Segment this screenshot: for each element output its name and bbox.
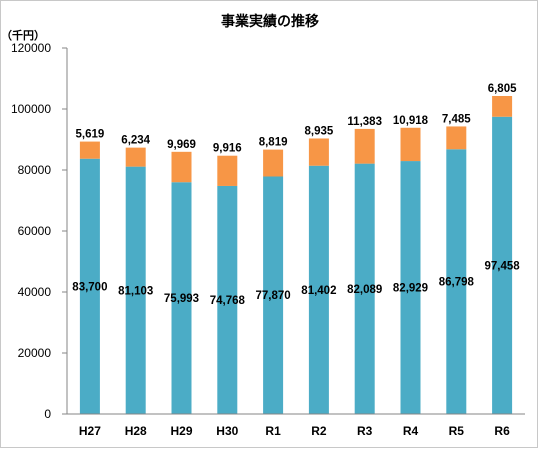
data-label-top: 10,918: [393, 115, 429, 127]
x-tick-label: H29: [170, 424, 192, 438]
x-tick-label: H27: [79, 424, 101, 438]
data-label-top: 7,485: [442, 113, 471, 125]
data-label-base: 81,103: [118, 285, 153, 297]
data-label-base: 74,768: [210, 295, 246, 307]
bar-segment-base: [79, 158, 100, 414]
bar-segment-base: [171, 182, 192, 414]
bar-segment-base: [308, 165, 329, 414]
data-label-top: 8,819: [259, 137, 288, 149]
bar-segment-base: [217, 185, 238, 414]
chart-title: 事業実績の推移: [221, 13, 319, 30]
bar-segment-top: [79, 141, 100, 159]
bar-segment-base: [446, 149, 467, 414]
bar-segment-top: [217, 155, 238, 186]
data-label-top: 8,935: [305, 125, 334, 137]
bar-segment-top: [492, 95, 513, 117]
x-tick-label: R4: [403, 424, 419, 438]
data-label-base: 77,870: [256, 290, 291, 302]
bar-segment-top: [125, 147, 146, 167]
data-label-top: 6,234: [121, 135, 150, 147]
y-tick-label: 60000: [18, 224, 52, 238]
x-tick-label: R6: [494, 424, 510, 438]
bar-segment-base: [492, 116, 513, 414]
y-axis: 0 20000 40000 60000 80000 100000 120000: [11, 41, 68, 421]
x-tick-label: R2: [311, 424, 327, 438]
bar-segment-top: [446, 126, 467, 150]
x-tick-label: R3: [357, 424, 373, 438]
bar-segment-base: [125, 166, 146, 414]
data-label-base: 75,993: [164, 293, 199, 305]
data-label-base: 82,089: [347, 284, 382, 296]
y-tick-label: 40000: [18, 285, 52, 299]
y-tick-label: 120000: [11, 41, 51, 55]
data-label-base: 83,700: [72, 281, 107, 293]
bars: [79, 95, 513, 414]
y-tick-label: 80000: [18, 163, 52, 177]
data-label-top: 5,619: [76, 129, 105, 141]
bar-segment-base: [263, 176, 284, 414]
bar-segment-top: [354, 128, 375, 164]
bar-segment-top: [171, 151, 192, 183]
y-tick-label: 20000: [18, 346, 52, 360]
data-label-base: 82,929: [393, 283, 428, 295]
data-label-top: 11,383: [347, 116, 382, 128]
data-label-base: 97,458: [485, 260, 521, 272]
x-tick-label: H30: [216, 424, 238, 438]
x-tick-label: R1: [265, 424, 281, 438]
y-axis-unit-label: （千円）: [1, 28, 45, 42]
y-tick-label: 0: [44, 407, 51, 421]
x-tick-label: H28: [125, 424, 147, 438]
x-tick-label: R5: [449, 424, 465, 438]
bar-segment-base: [400, 161, 421, 414]
bar-segment-top: [400, 127, 421, 162]
data-label-base: 81,402: [301, 285, 336, 297]
bar-segment-base: [354, 163, 375, 414]
data-label-top: 9,916: [213, 143, 242, 155]
bar-segment-top: [263, 149, 284, 177]
data-label-top: 6,805: [488, 83, 517, 95]
data-labels: 83,700 5,619 81,103 6,234 75,993 9,969 74,768 9…: [72, 83, 520, 307]
bar-segment-top: [308, 138, 329, 166]
x-axis: H27 H28 H29 H30 R1 R2 R3 R4 R5 R6: [67, 413, 525, 438]
data-label-base: 86,798: [439, 277, 475, 289]
data-label-top: 9,969: [167, 139, 196, 151]
y-tick-label: 100000: [11, 102, 51, 116]
